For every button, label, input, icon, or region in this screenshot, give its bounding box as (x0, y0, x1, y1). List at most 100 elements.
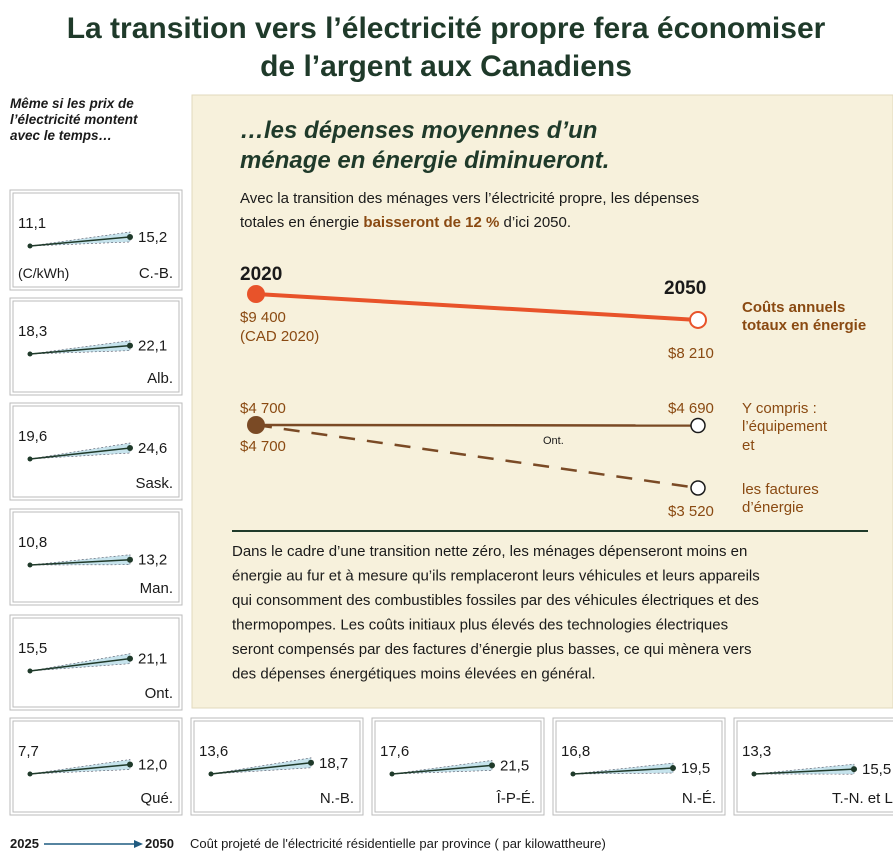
start-label: 15,5 (18, 640, 47, 657)
paragraph: qui consomment des combustibles fossiles… (232, 592, 759, 609)
province-box (552, 717, 726, 816)
paragraph: énergie au fur et à mesure qu’ils rempla… (232, 568, 760, 585)
price-line (391, 764, 493, 775)
province-box (12, 720, 180, 813)
heading: …les dépenses moyennes d’un (240, 117, 597, 144)
year: 2050 (664, 278, 706, 299)
start-label: 18,3 (18, 323, 47, 340)
dot (127, 342, 133, 349)
paragraph: seront compensés par des factures d’éner… (232, 641, 751, 658)
legend-arrow (134, 840, 143, 848)
province-box (12, 405, 180, 498)
price-line (210, 762, 312, 775)
province-box (12, 511, 180, 603)
intro: Avec la transition des ménages vers l’él… (240, 190, 699, 207)
intro-highlight: baisseront de 12 % (363, 214, 499, 231)
value-label: $3 520 (668, 503, 714, 520)
range-wedge (29, 759, 131, 775)
side-note: Même si les prix de (10, 96, 134, 111)
title: La transition vers l’électricité propre … (67, 12, 826, 45)
price-line (29, 447, 131, 460)
price-line (29, 236, 131, 247)
dot (127, 761, 133, 768)
heading: ménage en énergie diminueront. (240, 147, 609, 174)
dot (27, 456, 33, 462)
end-label: 21,5 (500, 757, 529, 774)
province-box (12, 300, 180, 393)
province-name: Alb. (147, 370, 173, 387)
panel (191, 94, 893, 709)
end-label: 13,2 (138, 552, 167, 569)
province-box (555, 720, 723, 813)
end-label: 24,6 (138, 440, 167, 457)
province-box (12, 192, 180, 288)
legend-to: 2050 (145, 836, 174, 851)
range-wedge (29, 442, 131, 460)
value-label: $9 400 (240, 309, 286, 326)
province-name: N.-É. (682, 790, 716, 807)
dot (127, 233, 133, 240)
price-line (753, 768, 855, 775)
province-name: Î-P-É. (496, 790, 535, 807)
start-label: 7,7 (18, 743, 39, 760)
dot (689, 310, 707, 329)
legend: Y compris : (742, 400, 817, 417)
legend: les factures (742, 481, 819, 498)
unit: (CAD 2020) (240, 328, 319, 345)
legend: totaux en énergie (742, 317, 866, 334)
legend: et (742, 437, 755, 454)
dot (851, 766, 857, 773)
year: 2020 (240, 264, 282, 285)
price-line (29, 763, 131, 775)
end-label: 19,5 (681, 760, 710, 777)
province-name: Ont. (145, 685, 173, 702)
dot (670, 765, 676, 772)
start-label: 13,6 (199, 743, 228, 760)
end-label: 15,2 (138, 229, 167, 246)
legend: Coûts annuels (742, 299, 845, 316)
start-label: 19,6 (18, 428, 47, 445)
legend-from: 2025 (10, 836, 39, 851)
dot (489, 762, 495, 769)
dot (690, 480, 706, 496)
legend-caption: Coût projeté de l'électricité résidentie… (190, 836, 606, 851)
dot (690, 417, 706, 434)
intro: d’ici 2050. (499, 214, 571, 231)
value-label: $4 700 (240, 438, 286, 455)
end-label: 21,1 (138, 651, 167, 668)
dot (247, 285, 265, 303)
value-label: $8 210 (668, 345, 714, 362)
paragraph: des dépenses énergétiques moins élevées … (232, 666, 596, 683)
price-line (29, 558, 131, 566)
bills-line (255, 423, 699, 490)
side-note: l’électricité montent (10, 112, 138, 127)
dot (27, 562, 33, 568)
dot (27, 243, 33, 249)
start-label: 13,3 (742, 743, 771, 760)
dot (751, 771, 757, 777)
dot (127, 445, 133, 451)
legend: l’équipement (742, 418, 828, 435)
province-box (736, 720, 893, 813)
dot (127, 655, 133, 662)
side-note: avec le temps… (10, 128, 112, 143)
unit: (C/kWh) (18, 265, 69, 281)
dot (127, 556, 133, 563)
price-line (29, 657, 131, 672)
equipment-line (255, 423, 699, 427)
paragraph: thermopompes. Les coûts initiaux plus él… (232, 617, 728, 634)
end-label: 15,5 (862, 761, 891, 778)
value-label: $4 690 (668, 400, 714, 417)
end-label: 18,7 (319, 755, 348, 772)
start-label: 11,1 (18, 215, 46, 232)
note: Ont. (543, 435, 564, 447)
province-name: C.-B. (139, 265, 173, 282)
dot (308, 759, 314, 766)
dot (208, 771, 214, 777)
province-box (12, 617, 180, 708)
start-label: 17,6 (380, 743, 409, 760)
province-name: T.-N. et L. (832, 790, 893, 807)
total-line (255, 292, 699, 322)
province-name: Qué. (140, 790, 173, 807)
